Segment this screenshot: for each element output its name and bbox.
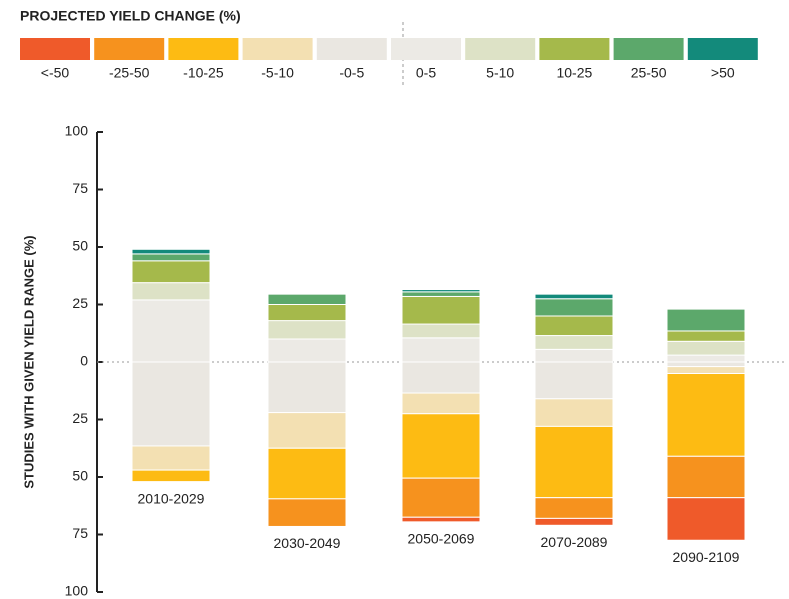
y-tick-label: 100: [65, 583, 89, 599]
bar-segment: [666, 373, 746, 457]
bar-segment: [267, 498, 347, 527]
bar-segment: [131, 253, 211, 262]
bar-segment: [534, 361, 614, 400]
x-tick-label: 2010-2029: [138, 490, 205, 506]
y-tick-label: 75: [72, 180, 88, 196]
legend-swatch: [316, 38, 387, 60]
y-tick-label: 25: [72, 295, 88, 311]
y-tick-label: 0: [80, 353, 88, 369]
bar-segment: [131, 248, 211, 255]
y-tick-label: 100: [65, 123, 89, 139]
bar-segment: [401, 477, 481, 518]
bar-segment: [401, 289, 481, 293]
legend-swatch: [391, 38, 461, 60]
legend-swatch: [539, 38, 610, 60]
legend-label: -10-25: [183, 65, 224, 81]
legend-swatch: [20, 38, 90, 60]
x-tick-label: 2050-2069: [408, 531, 475, 547]
legend-label: 10-25: [556, 65, 592, 81]
legend-swatch: [242, 38, 313, 60]
y-tick-label: 75: [72, 525, 88, 541]
legend-label: 5-10: [486, 65, 514, 81]
bar-segment: [401, 295, 481, 325]
legend-label: >50: [711, 65, 735, 81]
bar-segment: [534, 335, 614, 350]
bar-segment: [534, 425, 614, 499]
bar-segment: [666, 455, 746, 499]
bar-segment: [401, 291, 481, 297]
bar-segment: [666, 497, 746, 541]
legend-swatch: [94, 38, 165, 60]
x-tick-label: 2070-2089: [541, 534, 608, 550]
bar-segment: [131, 260, 211, 284]
legend-swatch: [687, 38, 758, 60]
y-tick-label: 25: [72, 410, 88, 426]
y-axis-title: STUDIES WITH GIVEN YIELD RANGE (%): [21, 235, 36, 488]
bar-segment: [267, 304, 347, 322]
bar-segment: [131, 299, 211, 363]
bar-segment: [534, 293, 614, 300]
bar-segment: [666, 308, 746, 332]
bar-segment: [267, 361, 347, 414]
bar-segment: [267, 412, 347, 449]
legend-label: <-50: [41, 65, 70, 81]
legend-label: 25-50: [631, 65, 667, 81]
bar-segment: [534, 298, 614, 317]
bar-segment: [534, 398, 614, 427]
bar-segment: [534, 517, 614, 526]
bar-segment: [401, 361, 481, 394]
bar-segment: [267, 447, 347, 500]
bar-segment: [267, 338, 347, 363]
bar-segment: [401, 323, 481, 339]
bar-segment: [534, 497, 614, 519]
bar-segment: [666, 340, 746, 356]
bar-segment: [131, 282, 211, 301]
bar-segment: [131, 445, 211, 471]
x-tick-label: 2090-2109: [673, 549, 740, 565]
bar-segment: [267, 320, 347, 340]
legend-swatch: [465, 38, 536, 60]
bar-segment: [401, 392, 481, 415]
bar-segment: [666, 354, 746, 363]
bar-segment: [666, 366, 746, 375]
bar-segment: [666, 361, 746, 368]
legend-label: -5-10: [261, 65, 294, 81]
legend-swatch: [613, 38, 684, 60]
bar-segment: [534, 315, 614, 337]
bar-segment: [401, 413, 481, 479]
bar-segment: [401, 516, 481, 523]
bar-segment: [401, 337, 481, 363]
x-tick-label: 2030-2049: [274, 535, 341, 551]
legend-label: 0-5: [416, 65, 436, 81]
y-tick-label: 50: [72, 468, 88, 484]
legend-label: -25-50: [109, 65, 150, 81]
bar-segment: [534, 348, 614, 363]
bar-segment: [267, 293, 347, 305]
bar-segment: [131, 361, 211, 447]
bar-segment: [131, 469, 211, 483]
legend-label: -0-5: [339, 65, 364, 81]
y-tick-label: 50: [72, 238, 88, 254]
bar-segment: [666, 330, 746, 342]
legend-swatch: [168, 38, 239, 60]
legend-title: PROJECTED YIELD CHANGE (%): [20, 8, 241, 24]
